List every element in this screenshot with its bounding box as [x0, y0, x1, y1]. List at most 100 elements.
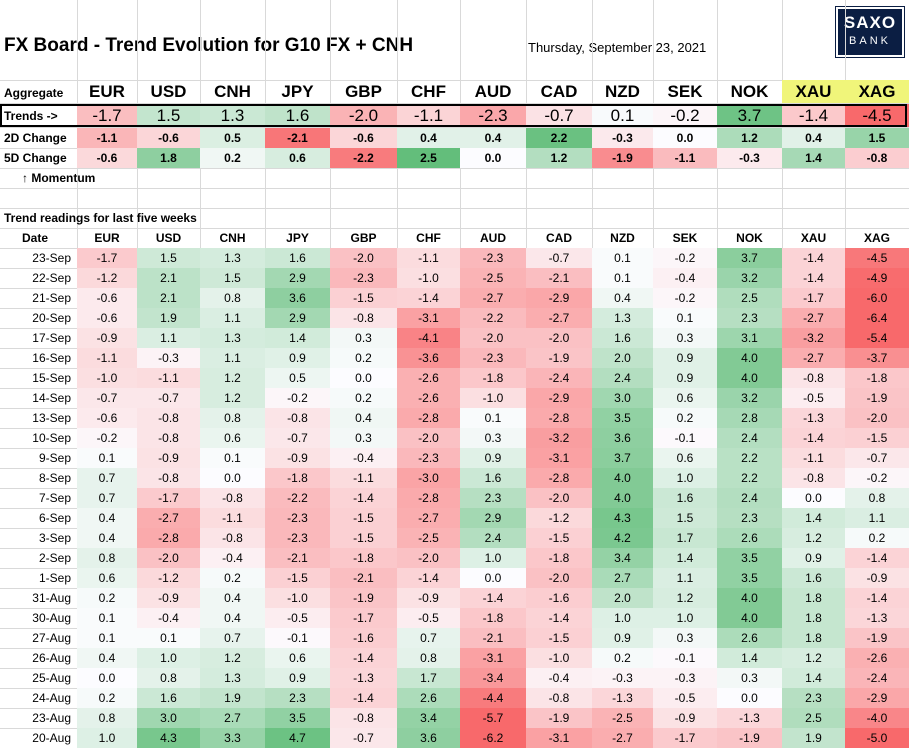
table-cell: -1.2	[526, 508, 592, 528]
table-cell: 2.3	[265, 688, 330, 708]
gridline	[0, 188, 909, 189]
row-date: 25-Aug	[32, 671, 71, 685]
table-cell: 0.6	[653, 388, 717, 408]
table-cell: 0.7	[77, 488, 137, 508]
table-cell: 0.9	[265, 668, 330, 688]
change-5d-value: -2.2	[330, 148, 397, 168]
table-cell: -1.4	[782, 428, 845, 448]
table-cell: 1.0	[460, 548, 526, 568]
table-cell: -1.0	[77, 368, 137, 388]
table-cell: 0.8	[77, 708, 137, 728]
currency-header: NZD	[605, 82, 640, 101]
table-cell: -0.9	[653, 708, 717, 728]
table-cell: -2.1	[460, 628, 526, 648]
table-cell: -0.8	[137, 428, 200, 448]
table-cell: 1.4	[717, 648, 782, 668]
table-cell: 0.3	[330, 428, 397, 448]
table-cell: -2.0	[526, 488, 592, 508]
saxo-bank-logo: SAXO BANK	[835, 6, 905, 58]
table-cell: 0.8	[200, 408, 265, 428]
table-cell: -0.4	[200, 548, 265, 568]
table-cell: -2.8	[526, 468, 592, 488]
table-cell: 0.3	[653, 328, 717, 348]
table-cell: -2.0	[397, 428, 460, 448]
table-cell: 4.7	[265, 728, 330, 748]
row-date: 23-Aug	[32, 711, 71, 725]
table-cell: -0.1	[265, 628, 330, 648]
table-cell: -0.7	[330, 728, 397, 748]
table-cell: 1.4	[265, 328, 330, 348]
table-cell: 0.9	[460, 448, 526, 468]
table-cell: 2.1	[137, 268, 200, 288]
table-cell: -2.8	[137, 528, 200, 548]
table-cell: -1.4	[845, 588, 909, 608]
currency-header: CAD	[540, 82, 578, 101]
table-cell: 2.9	[265, 268, 330, 288]
table-cell: -4.1	[397, 328, 460, 348]
table-cell: -1.4	[782, 268, 845, 288]
trend-value: -1.7	[77, 104, 137, 127]
table-cell: 3.2	[717, 268, 782, 288]
table-cell: -2.7	[526, 308, 592, 328]
change-2d-label: 2D Change	[4, 131, 67, 145]
table-cell: -2.7	[460, 288, 526, 308]
table-cell: -1.5	[526, 628, 592, 648]
change-5d-value: -1.9	[592, 148, 653, 168]
table-cell: 0.2	[77, 588, 137, 608]
table-cell: 1.7	[397, 668, 460, 688]
currency-header: CHF	[411, 82, 446, 101]
table-cell: -0.9	[77, 328, 137, 348]
currency-column-header: SEK	[672, 231, 698, 245]
table-cell: -2.5	[397, 528, 460, 548]
row-date: 20-Aug	[32, 731, 71, 745]
row-date: 8-Sep	[38, 471, 71, 485]
table-cell: -1.6	[526, 588, 592, 608]
table-cell: -0.8	[330, 308, 397, 328]
table-cell: -1.1	[782, 448, 845, 468]
change-2d-value: -1.1	[77, 128, 137, 148]
table-cell: -2.6	[397, 388, 460, 408]
table-cell: -1.4	[397, 288, 460, 308]
table-cell: -1.4	[526, 608, 592, 628]
table-cell: 1.3	[592, 308, 653, 328]
table-cell: 4.0	[717, 368, 782, 388]
table-cell: 0.9	[653, 368, 717, 388]
row-date: 13-Sep	[32, 411, 71, 425]
table-cell: 1.5	[137, 248, 200, 268]
logo-line2: BANK	[849, 35, 891, 47]
table-cell: 0.6	[77, 568, 137, 588]
table-cell: -3.6	[397, 348, 460, 368]
table-cell: -0.6	[77, 408, 137, 428]
table-cell: -0.8	[265, 408, 330, 428]
logo-line1: SAXO	[843, 13, 897, 32]
change-2d-value: -0.3	[592, 128, 653, 148]
table-cell: 1.6	[265, 248, 330, 268]
table-cell: 2.5	[782, 708, 845, 728]
table-cell: -5.4	[845, 328, 909, 348]
table-cell: -0.3	[653, 668, 717, 688]
table-cell: 0.2	[330, 388, 397, 408]
table-cell: 0.7	[397, 628, 460, 648]
table-cell: -2.9	[845, 688, 909, 708]
table-cell: -0.3	[137, 348, 200, 368]
table-cell: 1.2	[653, 588, 717, 608]
table-cell: 0.0	[460, 568, 526, 588]
table-cell: -0.9	[845, 568, 909, 588]
table-cell: 3.5	[717, 568, 782, 588]
table-cell: 1.6	[653, 488, 717, 508]
table-cell: 0.4	[200, 588, 265, 608]
row-date: 24-Aug	[32, 691, 71, 705]
table-cell: -0.8	[200, 528, 265, 548]
change-2d-value: 0.0	[653, 128, 717, 148]
table-cell: 2.5	[717, 288, 782, 308]
table-cell: 3.4	[592, 548, 653, 568]
table-cell: -0.4	[653, 268, 717, 288]
table-cell: 0.4	[77, 508, 137, 528]
currency-column-header: NZD	[610, 231, 635, 245]
table-cell: 0.3	[330, 328, 397, 348]
table-cell: -6.2	[460, 728, 526, 748]
table-cell: -0.5	[653, 688, 717, 708]
table-cell: 1.6	[592, 328, 653, 348]
row-date: 20-Sep	[32, 311, 71, 325]
table-cell: -1.4	[330, 648, 397, 668]
